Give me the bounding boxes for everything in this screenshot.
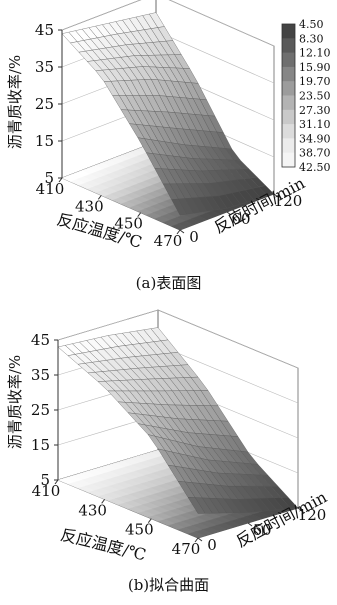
legend-label: 42.50 [299, 161, 331, 174]
x-tick-label: 430 [75, 197, 104, 215]
legend-swatch [282, 24, 295, 39]
legend-label: 4.50 [299, 18, 324, 31]
legend-swatch [282, 52, 295, 68]
z-gridline [57, 309, 299, 369]
legend-label: 19.70 [299, 75, 331, 88]
y-tick-label: 0 [189, 228, 199, 246]
z-tick-label: 5 [40, 471, 50, 489]
y-tick [247, 522, 253, 527]
x-tick-label: 410 [36, 180, 65, 198]
legend-label: 31.10 [299, 118, 331, 131]
z-axis: 5 15 25 35 45 沥青质收率/% [6, 21, 63, 187]
legend-swatch [282, 124, 295, 139]
z-axis-label: 沥青质收率/% [6, 55, 24, 149]
caption-a: (a)表面图 [135, 274, 202, 292]
z-gridline [61, 0, 275, 47]
caption-b: (b)拟合曲面 [127, 576, 210, 594]
x-tick [194, 537, 199, 543]
y-tick-label: 120 [274, 192, 303, 210]
surface-chart-a: 5 15 25 35 45 沥青质收率/% 410 430 450 470 反应温度/℃ 0 60 120… [0, 0, 337, 300]
z-tick-label: 35 [31, 366, 50, 384]
legend-swatch [282, 81, 295, 96]
x-tick [54, 479, 59, 485]
surface-chart-b: 5 15 25 35 45 沥青质收率/% 410 430 450 470 反应温度/℃ 0 60 120… [0, 302, 337, 602]
x-tick-label: 450 [114, 215, 143, 233]
legend-label: 23.50 [299, 90, 331, 103]
legend-swatch [282, 38, 295, 54]
x-tick [97, 195, 102, 200]
z-tick-label: 15 [35, 132, 54, 150]
z-tick-label: 35 [35, 58, 54, 76]
x-tick-label: 450 [125, 521, 154, 539]
x-tick [137, 212, 142, 217]
y-tick-label: 60 [252, 521, 271, 539]
surface-cell [171, 198, 187, 216]
legend-label: 34.90 [299, 132, 331, 145]
y-tick [297, 507, 303, 512]
z-axis: 5 15 25 35 45 沥青质收率/% [6, 331, 59, 489]
z-tick-label: 45 [31, 331, 50, 349]
z-tick-label: 25 [35, 95, 54, 113]
y-tick [197, 537, 203, 542]
legend-label: 27.30 [299, 104, 331, 117]
x-tick-label: 430 [78, 501, 107, 519]
x-tick-label: 470 [154, 232, 183, 250]
surface [57, 327, 299, 514]
legend-label: 12.10 [299, 47, 331, 60]
legend-swatch [282, 95, 295, 111]
legend-label: 38.70 [299, 147, 331, 160]
legend-swatch [282, 138, 295, 154]
x-tick-label: 410 [32, 482, 61, 500]
z-axis-label: 沥青质收率/% [6, 355, 24, 449]
x-tick [147, 518, 152, 523]
legend-label: 8.30 [299, 32, 324, 45]
surface-cell [187, 497, 206, 514]
y-tick-label: 60 [231, 210, 250, 228]
surface [61, 12, 275, 216]
x-tick-label: 470 [172, 540, 201, 558]
y-tick-label: 120 [298, 506, 327, 524]
z-tick-label: 45 [35, 21, 54, 39]
legend-swatch [282, 109, 295, 125]
y-tick-label: 0 [207, 536, 217, 554]
x-tick [58, 177, 63, 183]
x-tick [101, 499, 106, 504]
x-tick [176, 229, 181, 235]
y-tick [226, 211, 232, 216]
legend-label: 15.90 [299, 61, 331, 74]
z-tick-label: 25 [31, 401, 50, 419]
legend-frame [281, 23, 296, 168]
y-tick [179, 229, 185, 234]
z-tick-label: 5 [44, 169, 54, 187]
legend-swatch [282, 152, 295, 168]
z-tick-label: 15 [31, 436, 50, 454]
legend-swatch [282, 66, 295, 82]
y-tick [273, 193, 279, 198]
